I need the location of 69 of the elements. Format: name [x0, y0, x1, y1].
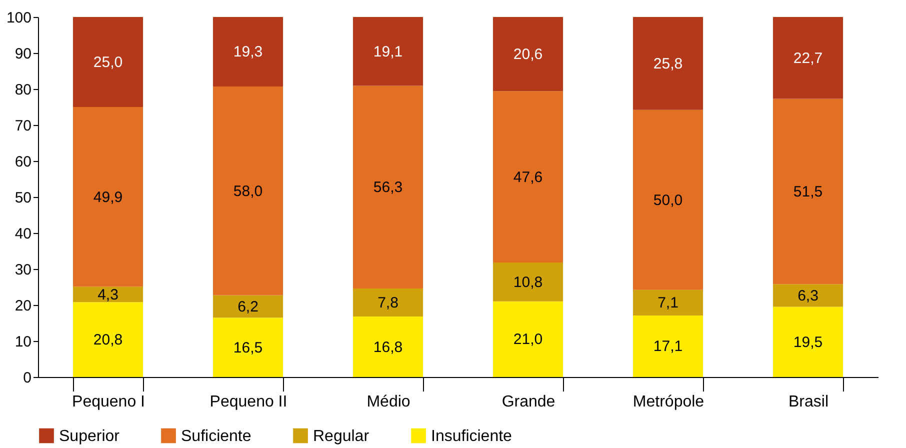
y-tick-label: 50 — [14, 190, 32, 206]
bar — [73, 107, 143, 287]
bar — [213, 86, 283, 296]
data-label: 47,6 — [513, 168, 543, 186]
data-label: 19,1 — [373, 43, 403, 60]
data-label: 51,5 — [793, 183, 823, 200]
bar — [773, 17, 843, 99]
data-label: 21,0 — [513, 331, 543, 348]
data-label: 16,8 — [373, 338, 403, 356]
data-label: 6,3 — [798, 287, 818, 304]
y-tick-label: 70 — [14, 118, 32, 134]
bar — [633, 315, 703, 377]
data-label: 58,0 — [233, 182, 263, 200]
data-label: 16,5 — [233, 339, 263, 356]
bar — [773, 284, 843, 307]
bar — [633, 17, 703, 110]
bar — [213, 17, 283, 86]
x-tick-label: Pequeno I — [72, 394, 145, 410]
bar — [493, 17, 563, 92]
x-tick-label: Pequeno II — [210, 394, 288, 410]
data-label: 20,8 — [93, 332, 123, 349]
legend-label: Regular — [313, 428, 370, 445]
y-tick-label: 60 — [14, 154, 32, 170]
data-label: 6,2 — [238, 298, 258, 316]
bar — [633, 110, 703, 290]
bar — [213, 318, 283, 377]
x-tick-label: Médio — [366, 394, 410, 410]
bar — [353, 288, 423, 317]
bar — [73, 302, 143, 377]
data-label: 7,1 — [658, 294, 678, 312]
y-tick-label: 40 — [14, 226, 32, 242]
bar — [773, 98, 843, 284]
data-label: 20,6 — [513, 46, 543, 64]
x-tick-label: Brasil — [788, 394, 829, 410]
y-tick-label: 80 — [14, 82, 32, 98]
x-tick-label: Grande — [502, 394, 556, 410]
data-label: 49,9 — [93, 188, 123, 206]
y-tick-label: 20 — [14, 298, 32, 314]
y-tick-label: 30 — [14, 262, 32, 278]
data-label: 7,8 — [378, 294, 398, 312]
legend-label: Superior — [59, 428, 120, 445]
data-label: 22,7 — [793, 50, 823, 67]
bar — [353, 17, 423, 86]
bar — [353, 316, 423, 377]
bar — [213, 295, 283, 318]
y-tick-label: 10 — [14, 334, 32, 350]
bar — [493, 301, 563, 377]
bar — [73, 286, 143, 302]
bar — [353, 86, 423, 288]
legend-label: Insuficiente — [431, 428, 512, 445]
data-label: 10,8 — [513, 274, 543, 291]
data-label: 17,1 — [653, 338, 683, 356]
y-tick-label: 100 — [6, 10, 32, 26]
data-label: 4,3 — [98, 286, 118, 304]
x-tick-label: Metrópole — [632, 394, 704, 410]
bar — [773, 306, 843, 377]
data-label: 50,0 — [653, 192, 683, 209]
data-label: 25,8 — [653, 55, 683, 72]
y-tick-label: 90 — [14, 46, 32, 62]
data-label: 19,5 — [793, 334, 823, 351]
data-label: 56,3 — [373, 179, 403, 196]
y-tick-label: 0 — [23, 370, 32, 386]
bar — [633, 290, 703, 316]
bar — [73, 17, 143, 107]
bar — [493, 262, 563, 302]
legend-label: Suficiente — [181, 428, 252, 445]
bar — [493, 91, 563, 263]
data-label: 25,0 — [93, 54, 123, 71]
data-label: 19,3 — [233, 44, 263, 61]
